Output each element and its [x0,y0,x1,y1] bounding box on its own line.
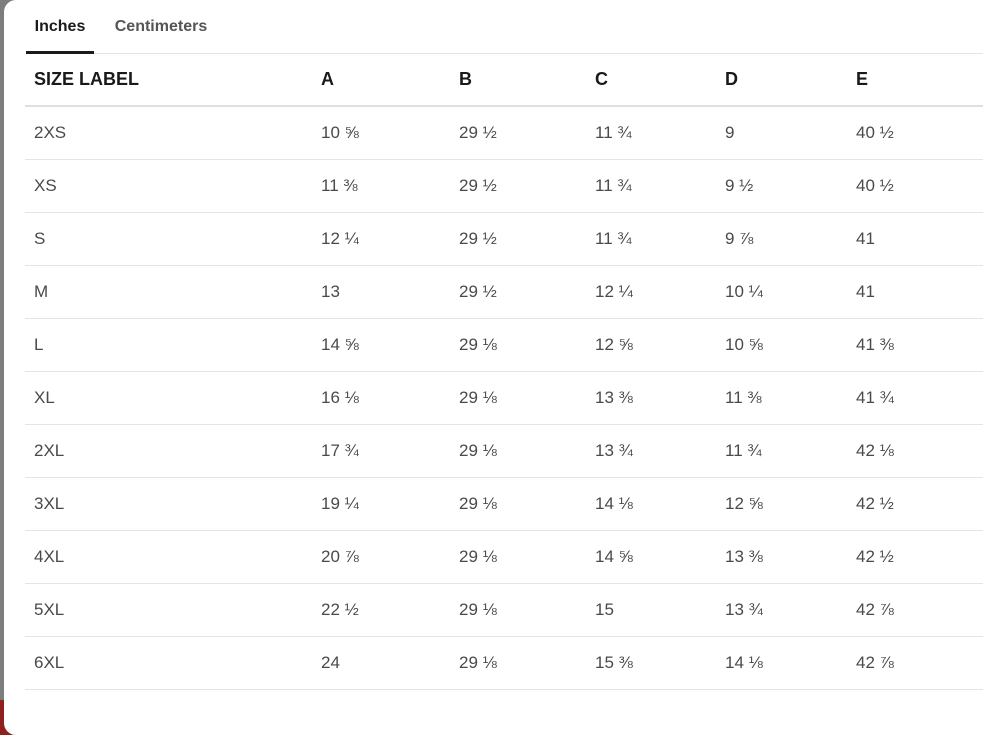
table-row: 4XL 20 ⅞ 29 ⅛ 14 ⅝ 13 ⅜ 42 ½ [25,531,983,584]
column-header-a: A [321,69,334,89]
cell-a: 17 ¾ [321,441,359,460]
cell-d: 11 ¾ [725,441,762,460]
table-row: XS 11 ⅜ 29 ½ 11 ¾ 9 ½ 40 ½ [25,160,983,213]
cell-e: 42 ⅞ [856,653,894,672]
cell-size-label: XL [34,388,55,407]
cell-b: 29 ⅛ [459,600,497,619]
cell-d: 9 [725,123,735,142]
cell-size-label: M [34,282,49,301]
cell-a: 19 ¼ [321,494,359,513]
cell-d: 13 ⅜ [725,547,763,566]
tab-inches-label: Inches [34,18,86,35]
cell-d: 9 ⅞ [725,229,754,248]
cell-c: 13 ⅜ [595,388,633,407]
cell-a: 22 ½ [321,600,359,619]
cell-b: 29 ½ [459,282,497,301]
cell-b: 29 ⅛ [459,653,497,672]
cell-c: 14 ⅛ [595,494,633,513]
table-row: L 14 ⅝ 29 ⅛ 12 ⅝ 10 ⅝ 41 ⅜ [25,319,983,372]
cell-a: 10 ⅝ [321,123,359,142]
column-header-b: B [459,69,472,89]
cell-b: 29 ½ [459,176,497,195]
size-chart-modal: Inches Centimeters SIZE LABEL A B C D E … [4,0,1005,735]
table-row: XL 16 ⅛ 29 ⅛ 13 ⅜ 11 ⅜ 41 ¾ [25,372,983,425]
cell-c: 15 ⅜ [595,653,633,672]
table-row: M 13 29 ½ 12 ¼ 10 ¼ 41 [25,266,983,319]
tab-inches[interactable]: Inches [26,0,94,54]
cell-size-label: XS [34,176,57,195]
cell-b: 29 ½ [459,123,497,142]
table-row: 3XL 19 ¼ 29 ⅛ 14 ⅛ 12 ⅝ 42 ½ [25,478,983,531]
cell-a: 12 ¼ [321,229,359,248]
cell-d: 13 ¾ [725,600,763,619]
cell-size-label: 5XL [34,600,65,619]
column-header-d: D [725,69,738,89]
cell-c: 11 ¾ [595,229,632,248]
cell-a: 11 ⅜ [321,176,358,195]
cell-b: 29 ⅛ [459,494,497,513]
cell-size-label: 4XL [34,547,65,566]
table-row: 2XS 10 ⅝ 29 ½ 11 ¾ 9 40 ½ [25,107,983,160]
column-header-size-label: SIZE LABEL [34,69,140,89]
cell-b: 29 ½ [459,229,497,248]
cell-c: 14 ⅝ [595,547,633,566]
column-header-e: E [856,69,869,89]
cell-size-label: 3XL [34,494,65,513]
cell-c: 15 [595,600,614,619]
cell-c: 12 ¼ [595,282,633,301]
cell-c: 11 ¾ [595,176,632,195]
cell-e: 42 ⅛ [856,441,894,460]
table-body: 2XS 10 ⅝ 29 ½ 11 ¾ 9 40 ½ XS 11 ⅜ 29 ½ 11 ¾ 9 ½ 40 … [25,107,983,690]
table-header-row: SIZE LABEL A B C D E [25,54,983,107]
cell-size-label: L [34,335,44,354]
cell-a: 16 ⅛ [321,388,359,407]
cell-a: 20 ⅞ [321,547,359,566]
cell-e: 41 ⅜ [856,335,894,354]
cell-e: 41 [856,229,875,248]
column-header-c: C [595,69,608,89]
cell-a: 14 ⅝ [321,335,359,354]
cell-d: 10 ⅝ [725,335,763,354]
tab-centimeters-label: Centimeters [114,18,208,35]
cell-d: 12 ⅝ [725,494,763,513]
cell-b: 29 ⅛ [459,335,497,354]
cell-e: 42 ½ [856,547,894,566]
table-row: 6XL 24 29 ⅛ 15 ⅜ 14 ⅛ 42 ⅞ [25,637,983,690]
active-tab-underline [26,51,94,54]
cell-d: 10 ¼ [725,282,763,301]
cell-e: 40 ½ [856,123,894,142]
cell-b: 29 ⅛ [459,441,497,460]
table-row: 2XL 17 ¾ 29 ⅛ 13 ¾ 11 ¾ 42 ⅛ [25,425,983,478]
cell-e: 41 [856,282,875,301]
cell-c: 11 ¾ [595,123,632,142]
cell-e: 42 ½ [856,494,894,513]
cell-e: 40 ½ [856,176,894,195]
cell-d: 14 ⅛ [725,653,763,672]
cell-b: 29 ⅛ [459,547,497,566]
cell-c: 13 ¾ [595,441,633,460]
cell-size-label: S [34,229,46,248]
table-row: 5XL 22 ½ 29 ⅛ 15 13 ¾ 42 ⅞ [25,584,983,637]
table-row: S 12 ¼ 29 ½ 11 ¾ 9 ⅞ 41 [25,213,983,266]
cell-size-label: 6XL [34,653,65,672]
tab-centimeters[interactable]: Centimeters [113,0,209,53]
cell-d: 9 ½ [725,176,754,195]
size-table: SIZE LABEL A B C D E 2XS 10 ⅝ 29 ½ 11 ¾ 9 40 … [25,54,983,690]
cell-c: 12 ⅝ [595,335,633,354]
cell-b: 29 ⅛ [459,388,497,407]
cell-e: 41 ¾ [856,388,894,407]
unit-tabs: Inches Centimeters [26,0,983,54]
cell-e: 42 ⅞ [856,600,894,619]
cell-size-label: 2XL [34,441,65,460]
cell-size-label: 2XS [34,123,67,142]
cell-d: 11 ⅜ [725,388,762,407]
cell-a: 24 [321,653,340,672]
cell-a: 13 [321,282,340,301]
